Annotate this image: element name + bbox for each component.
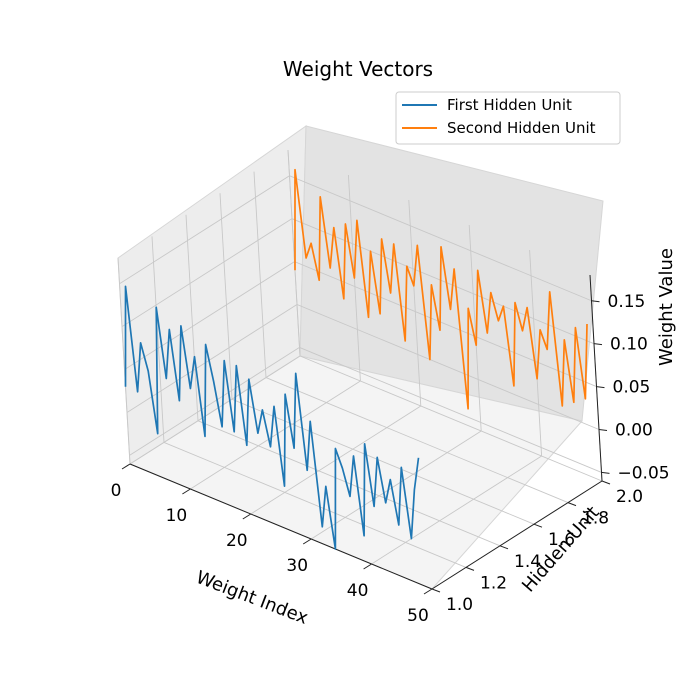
y-tick-mark <box>499 545 509 550</box>
x-tick-label: 50 <box>407 606 429 626</box>
axes <box>129 274 603 590</box>
y-tick-mark <box>601 480 611 485</box>
z-tick-mark <box>596 386 605 389</box>
legend-label-first: First Hidden Unit <box>447 96 572 114</box>
y-axis-ticks: 1.0 1.2 1.4 1.6 1.8 2.0 <box>431 480 643 615</box>
y-tick-label: 1.8 <box>582 509 609 529</box>
series-lines <box>124 168 588 550</box>
series-line-second-hidden-unit <box>294 168 588 410</box>
z-tick-mark <box>593 343 603 346</box>
x-tick-label: 0 <box>111 481 122 501</box>
z-axis-line <box>589 274 603 482</box>
z-grid-line <box>129 346 602 473</box>
x-tick-label: 30 <box>286 556 308 576</box>
x-tick-mark <box>363 563 372 570</box>
z-axis-ticks: −0.05 0.00 0.05 0.10 0.15 <box>591 292 670 483</box>
z-tick-label: 0.15 <box>608 292 646 312</box>
z-tick-label: −0.05 <box>618 463 670 483</box>
z-grid-line <box>126 303 600 430</box>
y-tick-mark <box>431 588 441 593</box>
x-tick-label: 20 <box>226 531 248 551</box>
y-tick-mark <box>465 566 475 571</box>
z-tick-mark <box>598 429 608 431</box>
z-axis-label: Weight Value <box>656 248 677 366</box>
x-tick-mark <box>121 463 131 470</box>
x-axis-line <box>129 463 433 590</box>
legend-box <box>395 91 621 145</box>
z-grid-line <box>119 175 592 302</box>
x-tick-mark <box>242 513 252 520</box>
series-line-first-hidden-unit <box>124 285 420 550</box>
y-tick-label: 2.0 <box>616 487 643 507</box>
legend-label-second: Second Hidden Unit <box>447 119 596 137</box>
z-tick-mark <box>601 471 610 474</box>
chart-title: Weight Vectors <box>283 57 433 81</box>
y-tick-mark <box>533 523 543 528</box>
y-tick-mark <box>567 502 577 507</box>
legend: First Hidden Unit Second Hidden Unit <box>395 91 621 145</box>
y-axis-line <box>431 480 603 590</box>
z-tick-label: 0.00 <box>615 421 653 441</box>
x-tick-label: 40 <box>347 581 369 601</box>
x-axis-label: Weight Index <box>193 567 311 629</box>
y-tick-label: 1.2 <box>480 573 507 593</box>
x-tick-mark <box>423 588 433 595</box>
x-tick-mark <box>182 488 191 495</box>
x-axis-ticks: 0 10 20 30 40 50 <box>111 463 433 626</box>
x-tick-mark <box>302 538 312 545</box>
y-axis-label: Hidden Unit <box>518 502 604 596</box>
y-tick-label: 1.4 <box>514 552 541 572</box>
y-tick-label: 1.6 <box>548 530 575 550</box>
x-tick-label: 10 <box>166 506 188 526</box>
z-tick-mark <box>591 300 600 303</box>
y-tick-label: 1.0 <box>446 595 473 615</box>
z-tick-label: 0.05 <box>613 378 651 398</box>
z-tick-label: 0.10 <box>610 335 648 355</box>
